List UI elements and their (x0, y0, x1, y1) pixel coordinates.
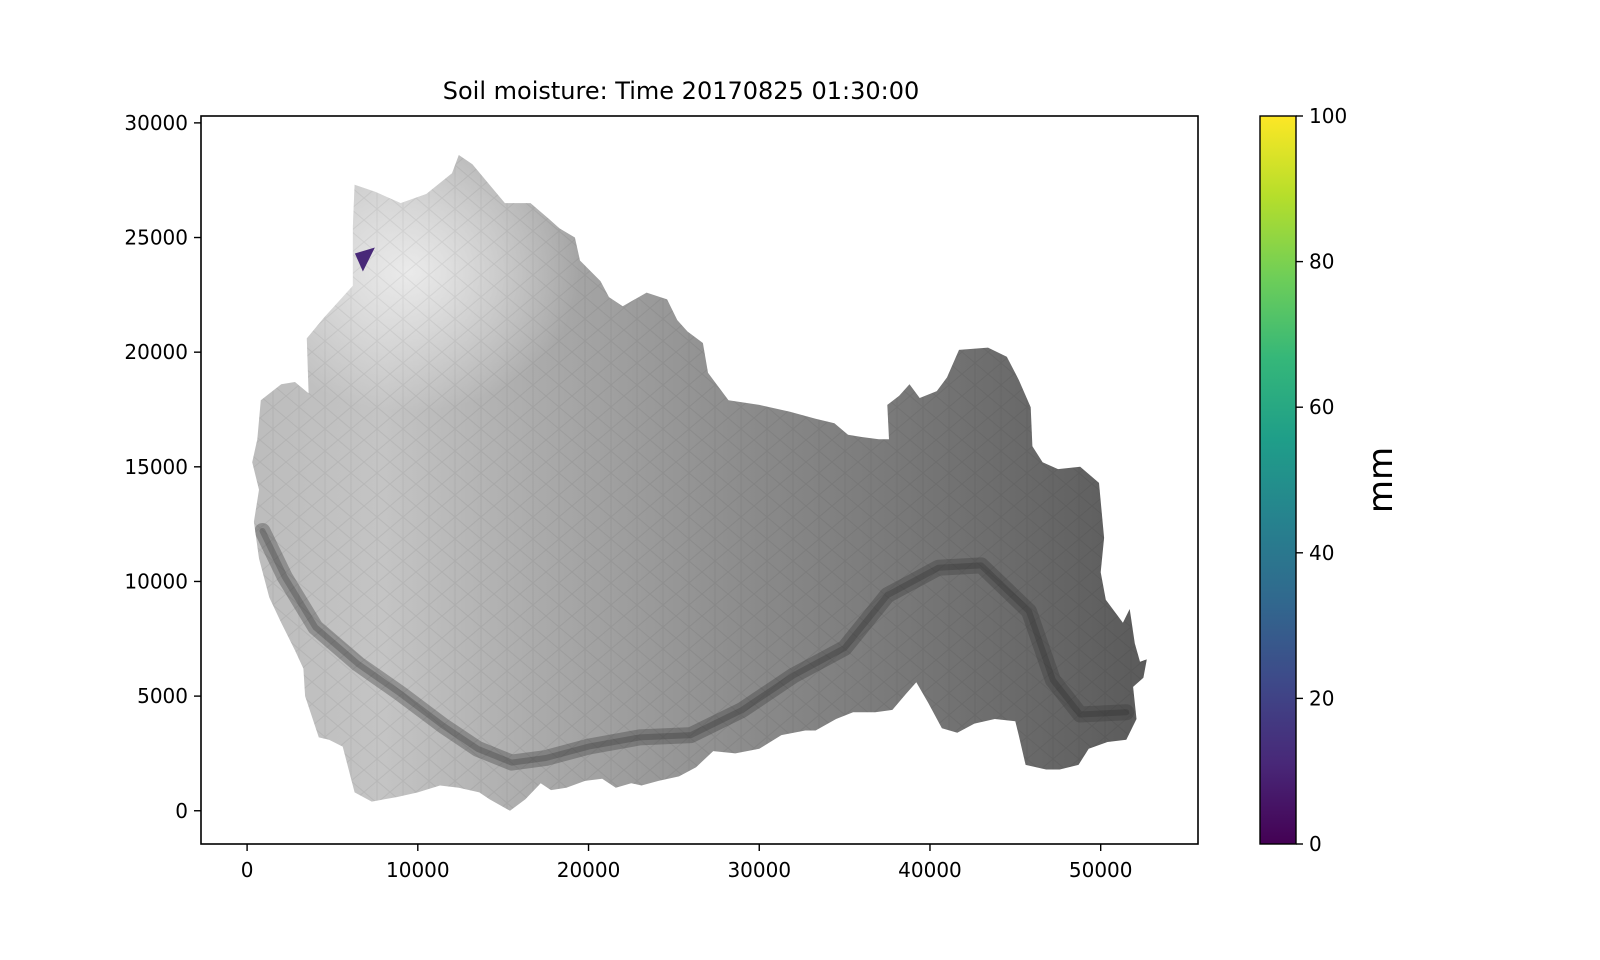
colorbar: 0 20 40 60 80 100 mm (1259, 104, 1401, 856)
y-tick-label: 25000 (124, 226, 188, 250)
x-tick-label: 20000 (557, 858, 621, 882)
moisture-marker-cell (354, 247, 375, 272)
colorbar-ticks: 0 20 40 60 80 100 (1296, 104, 1347, 856)
colorbar-tick-label: 20 (1309, 686, 1334, 710)
colorbar-tick-label: 60 (1309, 395, 1334, 419)
y-tick-label: 20000 (124, 340, 188, 364)
y-tick-label: 0 (175, 799, 188, 823)
y-tick-label: 5000 (137, 684, 188, 708)
x-tick-label: 0 (241, 858, 254, 882)
y-tick-label: 30000 (124, 111, 188, 135)
x-axis: 0 10000 20000 30000 40000 50000 (241, 844, 1133, 882)
x-tick-label: 30000 (727, 858, 791, 882)
river-channel-core (259, 528, 1130, 766)
chart-title: Soil moisture: Time 20170825 01:30:00 (443, 77, 920, 105)
colorbar-tick-label: 0 (1309, 832, 1322, 856)
colorbar-tick-label: 100 (1309, 104, 1347, 128)
colorbar-label: mm (1361, 447, 1401, 513)
plot-frame (200, 115, 1199, 845)
colorbar-bar (1259, 115, 1297, 845)
soil-moisture-map (252, 155, 1147, 811)
map-texture (252, 155, 1147, 811)
y-tick-label: 15000 (124, 455, 188, 479)
y-tick-label: 10000 (124, 569, 188, 593)
x-tick-label: 10000 (386, 858, 450, 882)
colorbar-tick-label: 40 (1309, 541, 1334, 565)
x-tick-label: 40000 (898, 858, 962, 882)
plot-area (200, 115, 1199, 845)
x-tick-label: 50000 (1069, 858, 1133, 882)
colorbar-tick-label: 80 (1309, 250, 1334, 274)
y-axis: 0 5000 10000 15000 20000 25000 30000 (124, 111, 201, 823)
river-channel (254, 523, 1135, 771)
